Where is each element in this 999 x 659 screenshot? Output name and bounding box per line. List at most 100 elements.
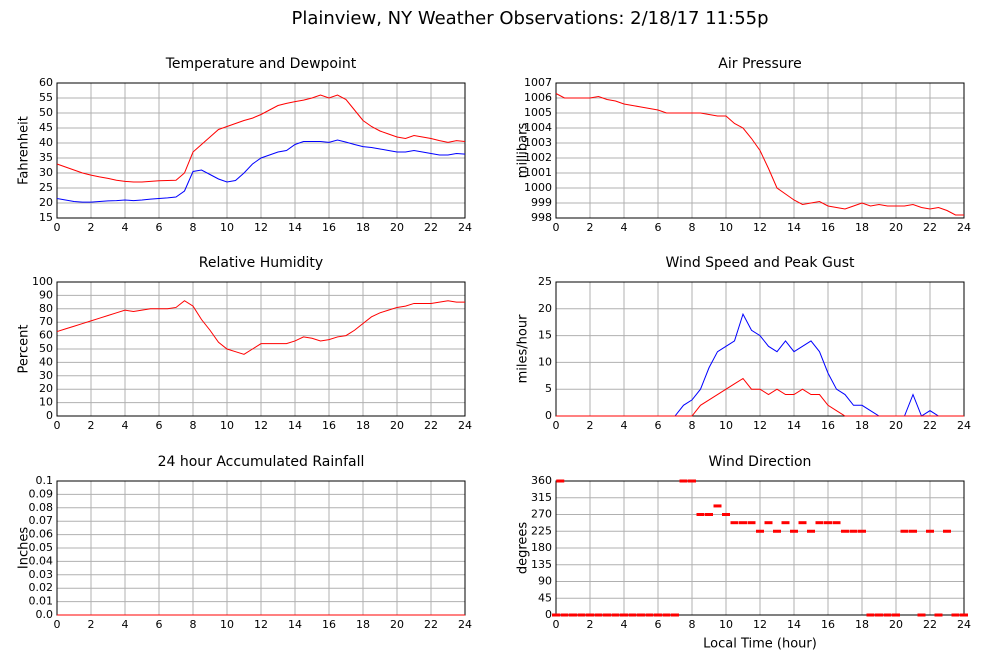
data-point bbox=[671, 613, 679, 617]
y-tick-label: 90 bbox=[39, 288, 53, 301]
y-axis-label: Inches bbox=[17, 527, 32, 569]
data-point bbox=[943, 529, 951, 533]
panel-title: Wind Speed and Peak Gust bbox=[666, 255, 855, 271]
x-tick-label: 12 bbox=[254, 221, 268, 234]
x-tick-label: 24 bbox=[458, 221, 472, 234]
data-point bbox=[722, 513, 730, 516]
y-tick-label: 40 bbox=[39, 355, 53, 368]
x-tick-label: 18 bbox=[356, 419, 370, 432]
x-tick-label: 6 bbox=[655, 618, 662, 631]
panel-title: Air Pressure bbox=[718, 56, 801, 72]
y-tick-label: 20 bbox=[39, 382, 53, 395]
y-tick-label: 45 bbox=[538, 591, 552, 604]
data-point bbox=[577, 613, 586, 617]
x-tick-label: 12 bbox=[753, 618, 767, 631]
x-tick-label: 6 bbox=[156, 618, 163, 631]
panel-title: Temperature and Dewpoint bbox=[165, 56, 357, 72]
x-tick-label: 22 bbox=[424, 618, 438, 631]
y-tick-label: 0.06 bbox=[29, 528, 54, 541]
y-tick-label: 1001 bbox=[524, 166, 552, 179]
y-tick-label: 0.0 bbox=[36, 608, 54, 621]
data-point bbox=[756, 529, 764, 533]
x-tick-label: 4 bbox=[122, 419, 129, 432]
data-point bbox=[951, 613, 960, 617]
x-tick-label: 6 bbox=[655, 221, 662, 234]
y-tick-label: 80 bbox=[39, 302, 53, 315]
y-tick-label: 180 bbox=[531, 541, 552, 554]
panel-title: 24 hour Accumulated Rainfall bbox=[158, 454, 365, 470]
y-tick-label: 0.09 bbox=[29, 487, 54, 500]
y-tick-label: 30 bbox=[39, 369, 53, 382]
data-point bbox=[713, 504, 722, 508]
data-point bbox=[815, 521, 824, 525]
page-title: Plainview, NY Weather Observations: 2/18… bbox=[291, 8, 768, 29]
plot-frame bbox=[555, 281, 965, 417]
y-tick-label: 1000 bbox=[524, 181, 552, 194]
y-tick-label: 5 bbox=[545, 382, 552, 395]
x-tick-label: 22 bbox=[923, 419, 937, 432]
y-tick-label: 0.05 bbox=[29, 541, 54, 554]
y-tick-label: 20 bbox=[39, 196, 53, 209]
y-tick-label: 40 bbox=[39, 136, 53, 149]
y-tick-label: 0 bbox=[545, 608, 552, 621]
x-tick-label: 12 bbox=[753, 221, 767, 234]
x-tick-label: 8 bbox=[689, 419, 696, 432]
panel: Temperature and DewpointFahrenheit152025… bbox=[17, 56, 473, 234]
data-point bbox=[679, 479, 688, 483]
x-tick-label: 2 bbox=[587, 618, 594, 631]
y-tick-label: 10 bbox=[538, 355, 552, 368]
x-tick-label: 16 bbox=[821, 221, 835, 234]
y-tick-label: 10 bbox=[39, 396, 53, 409]
x-tick-label: 20 bbox=[390, 419, 404, 432]
data-point bbox=[764, 521, 773, 525]
data-point bbox=[909, 529, 917, 533]
y-tick-label: 70 bbox=[39, 315, 53, 328]
x-tick-label: 8 bbox=[190, 618, 197, 631]
x-tick-label: 22 bbox=[424, 419, 438, 432]
data-point bbox=[662, 613, 671, 617]
data-point bbox=[781, 521, 790, 525]
y-tick-label: 225 bbox=[531, 524, 552, 537]
x-tick-label: 24 bbox=[458, 419, 472, 432]
data-point bbox=[866, 613, 875, 617]
panel: 24 hour Accumulated Rainfall Inches 0.0 0.0… bbox=[17, 454, 473, 631]
data-point bbox=[934, 613, 943, 617]
data-point bbox=[739, 521, 747, 525]
x-tick-label: 16 bbox=[821, 419, 835, 432]
data-point bbox=[645, 613, 654, 617]
y-tick-label: 100 bbox=[32, 275, 53, 288]
data-point bbox=[628, 613, 637, 617]
x-tick-label: 8 bbox=[190, 221, 197, 234]
x-tick-label: 4 bbox=[621, 221, 628, 234]
x-tick-label: 12 bbox=[753, 419, 767, 432]
y-tick-label: 0.03 bbox=[29, 568, 54, 581]
y-tick-label: 0.1 bbox=[36, 474, 54, 487]
x-tick-label: 20 bbox=[889, 221, 903, 234]
x-tick-label: 20 bbox=[390, 618, 404, 631]
x-tick-label: 12 bbox=[254, 618, 268, 631]
data-point bbox=[569, 613, 577, 617]
x-tick-label: 22 bbox=[424, 221, 438, 234]
data-point bbox=[883, 613, 892, 617]
data-point bbox=[841, 529, 849, 533]
y-tick-label: 1004 bbox=[524, 121, 552, 134]
data-point bbox=[552, 613, 560, 617]
y-tick-label: 0.07 bbox=[29, 514, 54, 527]
x-tick-label: 4 bbox=[621, 419, 628, 432]
y-axis-label: miles/hour bbox=[516, 314, 531, 383]
data-point bbox=[611, 613, 620, 617]
plot-frame bbox=[56, 281, 466, 417]
plot-frame bbox=[555, 82, 965, 219]
y-tick-label: 25 bbox=[538, 275, 552, 288]
data-point bbox=[705, 513, 713, 516]
x-tick-label: 2 bbox=[587, 419, 594, 432]
data-point bbox=[832, 521, 841, 525]
data-line bbox=[56, 300, 465, 355]
x-tick-label: 4 bbox=[621, 618, 628, 631]
y-tick-label: 20 bbox=[538, 302, 552, 315]
x-tick-label: 18 bbox=[855, 419, 869, 432]
data-point bbox=[824, 521, 832, 525]
x-tick-label: 18 bbox=[356, 221, 370, 234]
